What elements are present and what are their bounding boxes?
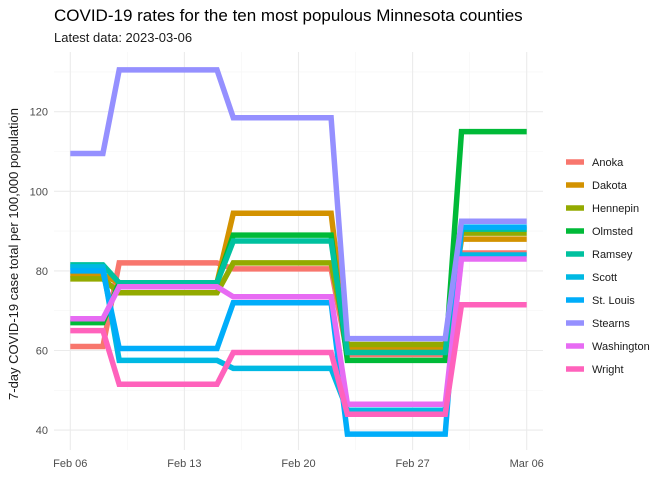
y-axis-title: 7-day COVID-19 case total per 100,000 po… — [6, 108, 21, 400]
legend-label: Anoka — [592, 157, 624, 169]
y-tick-label: 120 — [30, 107, 48, 119]
y-tick-label: 100 — [30, 186, 48, 198]
y-axis-ticks: 40 60 80 100 120 — [30, 107, 48, 437]
x-tick-label: Feb 27 — [395, 458, 429, 470]
legend-label: Hennepin — [592, 203, 639, 215]
legend-label: Olmsted — [592, 226, 633, 238]
x-axis-ticks: Feb 06 Feb 13 Feb 20 Feb 27 Mar 06 — [53, 458, 544, 470]
chart-subtitle: Latest data: 2023-03-06 — [54, 30, 192, 45]
x-tick-label: Feb 06 — [53, 458, 87, 470]
chart-title: COVID-19 rates for the ten most populous… — [54, 6, 523, 25]
series-lines — [70, 67, 527, 437]
legend-label: Washington — [592, 341, 650, 353]
y-tick-label: 40 — [36, 425, 48, 437]
y-tick-label: 60 — [36, 346, 48, 358]
legend-label: Scott — [592, 272, 617, 284]
x-tick-label: Feb 13 — [167, 458, 201, 470]
y-tick-label: 80 — [36, 266, 48, 278]
legend-label: St. Louis — [592, 295, 635, 307]
legend-label: Stearns — [592, 318, 630, 330]
legend-label: Ramsey — [592, 249, 633, 261]
x-tick-label: Mar 06 — [510, 458, 544, 470]
legend: Anoka Dakota Hennepin Olmsted Ramsey Scott St.… — [566, 157, 650, 376]
series-line-washington — [70, 256, 527, 407]
legend-label: Wright — [592, 364, 624, 376]
legend-label: Dakota — [592, 180, 628, 192]
series-line-wright — [70, 301, 527, 417]
x-tick-label: Feb 20 — [281, 458, 315, 470]
series-line-stearns — [70, 67, 527, 342]
